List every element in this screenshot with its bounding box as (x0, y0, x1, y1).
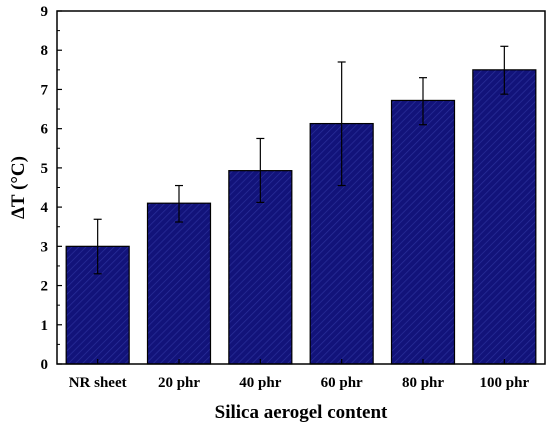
error-bar (93, 218, 102, 275)
y-tick-label: 6 (41, 122, 49, 138)
x-tick-label: 60 phr (321, 375, 363, 391)
y-tick-label: 4 (41, 200, 49, 216)
x-axis: NR sheet 20 phr 40 phr 60 phr 80 phr 100 phr (69, 359, 530, 391)
x-tick-label: 20 phr (158, 375, 200, 391)
y-tick-label: 9 (41, 4, 49, 20)
error-bar (256, 137, 265, 204)
bar (472, 69, 537, 365)
x-tick-label: 100 phr (480, 375, 530, 391)
y-axis-title: ΔT (°C) (8, 156, 29, 219)
error-bar (419, 77, 427, 126)
error-bar (500, 45, 509, 95)
y-tick-label: 0 (41, 357, 49, 373)
x-tick-label: 80 phr (402, 375, 444, 391)
x-axis-title: Silica aerogel content (215, 402, 388, 423)
x-tick-label: 40 phr (239, 375, 281, 391)
error-bar (175, 184, 183, 223)
y-tick-label: 2 (41, 279, 49, 295)
y-tick-label: 5 (41, 161, 49, 177)
x-tick-label: NR sheet (69, 375, 127, 391)
error-bars-layer (93, 45, 509, 275)
error-bar (337, 61, 346, 187)
y-tick-label: 3 (41, 239, 49, 255)
y-tick-label: 8 (41, 43, 49, 59)
bar (390, 99, 456, 365)
plot-frame (56, 10, 546, 365)
y-axis: 0 1 2 3 4 5 6 7 8 9 (41, 4, 62, 373)
y-tick-label: 7 (41, 82, 49, 98)
bars-layer (65, 69, 537, 365)
y-tick-label: 1 (41, 318, 49, 334)
bar (146, 202, 212, 365)
